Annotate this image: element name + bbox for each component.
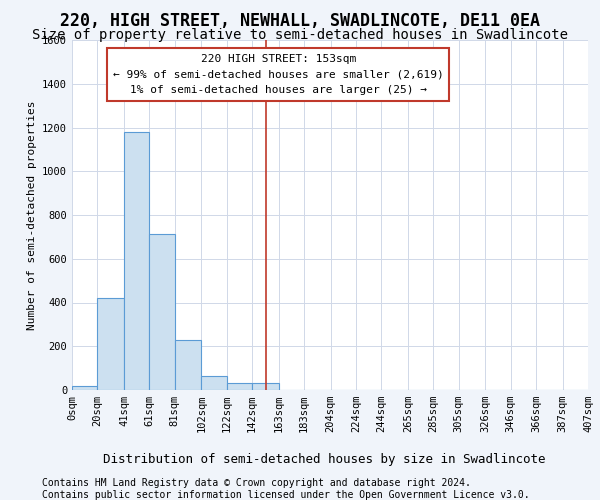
Bar xyxy=(149,234,175,390)
Text: 220 HIGH STREET: 153sqm
← 99% of semi-detached houses are smaller (2,619)
1% of : 220 HIGH STREET: 153sqm ← 99% of semi-de… xyxy=(113,54,444,95)
Bar xyxy=(97,298,124,390)
Bar xyxy=(202,376,227,390)
Text: Contains HM Land Registry data © Crown copyright and database right 2024.: Contains HM Land Registry data © Crown c… xyxy=(42,478,471,488)
Text: Distribution of semi-detached houses by size in Swadlincote: Distribution of semi-detached houses by … xyxy=(103,452,545,466)
Y-axis label: Number of semi-detached properties: Number of semi-detached properties xyxy=(26,100,37,330)
Bar xyxy=(72,386,97,390)
Bar xyxy=(175,340,202,390)
Text: 220, HIGH STREET, NEWHALL, SWADLINCOTE, DE11 0EA: 220, HIGH STREET, NEWHALL, SWADLINCOTE, … xyxy=(60,12,540,30)
Bar xyxy=(252,384,278,390)
Text: Contains public sector information licensed under the Open Government Licence v3: Contains public sector information licen… xyxy=(42,490,530,500)
Bar xyxy=(124,132,149,390)
Text: Size of property relative to semi-detached houses in Swadlincote: Size of property relative to semi-detach… xyxy=(32,28,568,42)
Bar xyxy=(227,384,252,390)
